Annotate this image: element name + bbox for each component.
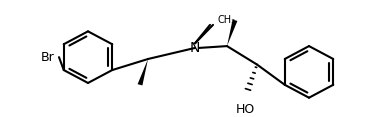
Polygon shape — [227, 20, 237, 46]
Text: N: N — [190, 41, 200, 55]
Text: HO: HO — [235, 103, 255, 116]
Polygon shape — [138, 59, 148, 85]
Text: Br: Br — [41, 51, 55, 64]
Text: CH₃: CH₃ — [218, 15, 236, 25]
